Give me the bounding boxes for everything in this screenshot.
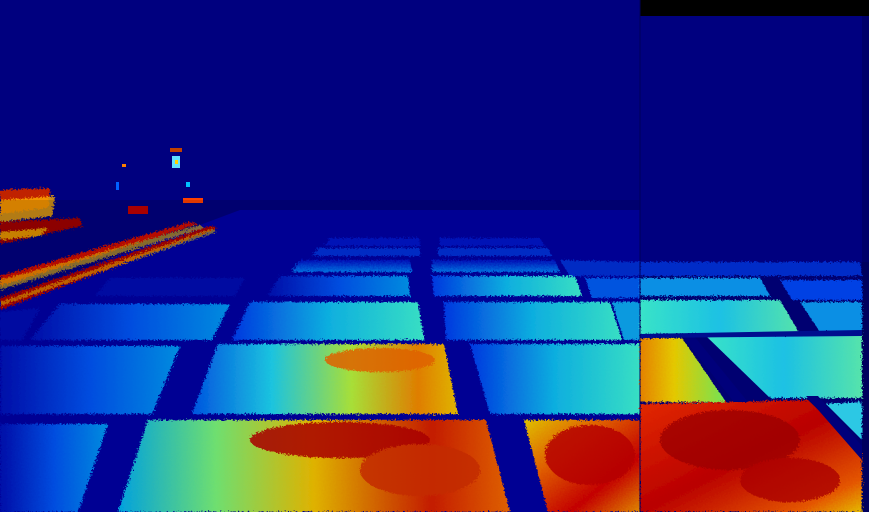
top-right-black-strip xyxy=(640,0,869,16)
zoomed-view-frame xyxy=(640,0,869,512)
wide-view-frame xyxy=(0,148,640,512)
